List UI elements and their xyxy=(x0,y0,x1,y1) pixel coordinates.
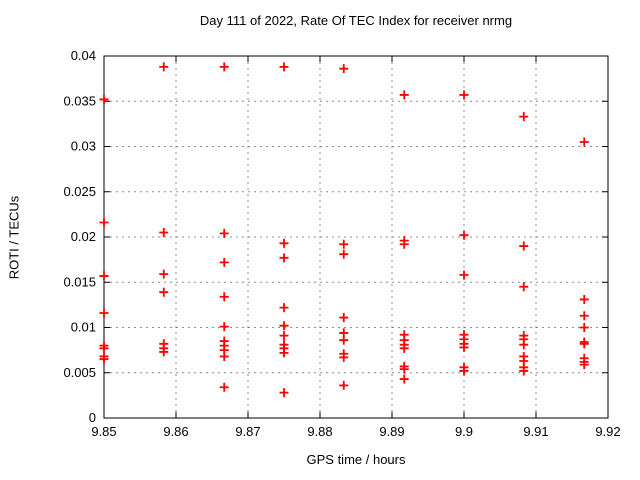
data-point-marker xyxy=(339,352,349,362)
data-point-marker xyxy=(279,388,289,398)
data-point-marker xyxy=(279,253,289,263)
data-point-marker xyxy=(399,343,409,353)
data-point-marker xyxy=(279,331,289,341)
y-tick-label: 0.01 xyxy=(71,320,96,335)
data-point-marker xyxy=(99,271,109,281)
x-tick-label: 9.91 xyxy=(523,424,548,439)
data-point-marker xyxy=(159,227,169,237)
x-tick-label: 9.9 xyxy=(455,424,473,439)
data-point-marker xyxy=(339,249,349,259)
data-point-marker xyxy=(339,313,349,323)
data-point-marker xyxy=(99,218,109,228)
data-point-marker xyxy=(279,348,289,358)
x-tick-label: 9.86 xyxy=(163,424,188,439)
data-point-marker xyxy=(99,94,109,104)
data-point-marker xyxy=(519,241,529,251)
y-tick-label: 0 xyxy=(89,410,96,425)
data-point-marker xyxy=(459,90,469,100)
data-point-marker xyxy=(279,321,289,331)
data-point-marker xyxy=(99,343,109,353)
y-tick-label: 0.03 xyxy=(71,139,96,154)
data-point-marker xyxy=(519,282,529,292)
data-point-marker xyxy=(279,238,289,248)
data-point-marker xyxy=(159,287,169,297)
x-tick-label: 9.92 xyxy=(595,424,620,439)
data-point-marker xyxy=(519,366,529,376)
x-tick-label: 9.87 xyxy=(235,424,260,439)
data-point-marker xyxy=(339,380,349,390)
data-point-marker xyxy=(579,137,589,147)
data-point-marker xyxy=(99,308,109,318)
data-point-marker xyxy=(459,270,469,280)
y-tick-label: 0.005 xyxy=(63,365,96,380)
x-tick-label: 9.88 xyxy=(307,424,332,439)
data-point-marker xyxy=(459,366,469,376)
y-tick-label: 0.035 xyxy=(63,93,96,108)
x-tick-label: 9.89 xyxy=(379,424,404,439)
data-point-marker xyxy=(219,228,229,238)
data-point-marker xyxy=(219,257,229,267)
data-point-marker xyxy=(219,62,229,72)
data-point-marker xyxy=(399,90,409,100)
y-tick-label: 0.02 xyxy=(71,229,96,244)
x-axis-label: GPS time / hours xyxy=(306,452,406,467)
data-point-marker xyxy=(579,323,589,332)
data-point-marker xyxy=(579,294,589,304)
data-point-marker xyxy=(99,354,109,364)
data-point-marker xyxy=(219,292,229,302)
x-tick-label: 9.85 xyxy=(91,424,116,439)
data-point-marker xyxy=(459,230,469,240)
data-point-marker xyxy=(519,112,529,122)
data-point-marker xyxy=(159,269,169,279)
data-point-marker xyxy=(279,62,289,72)
data-point-marker xyxy=(339,64,349,74)
y-tick-label: 0.04 xyxy=(71,48,96,63)
data-point-marker xyxy=(219,382,229,392)
data-point-marker xyxy=(219,322,229,332)
data-point-marker xyxy=(579,360,589,370)
data-point-marker xyxy=(399,364,409,374)
chart-title: Day 111 of 2022, Rate Of TEC Index for r… xyxy=(199,13,513,28)
data-point-marker xyxy=(339,239,349,249)
data-point-marker xyxy=(399,374,409,384)
data-point-marker xyxy=(339,335,349,345)
data-point-marker xyxy=(399,239,409,249)
data-point-marker xyxy=(159,62,169,72)
data-point-marker xyxy=(519,340,529,350)
data-point-marker xyxy=(279,303,289,313)
data-point-marker xyxy=(459,342,469,352)
data-point-marker xyxy=(159,347,169,357)
data-point-marker xyxy=(579,311,589,321)
data-point-marker xyxy=(579,339,589,349)
y-tick-label: 0.025 xyxy=(63,184,96,199)
y-tick-label: 0.015 xyxy=(63,274,96,289)
data-point-marker xyxy=(219,351,229,361)
